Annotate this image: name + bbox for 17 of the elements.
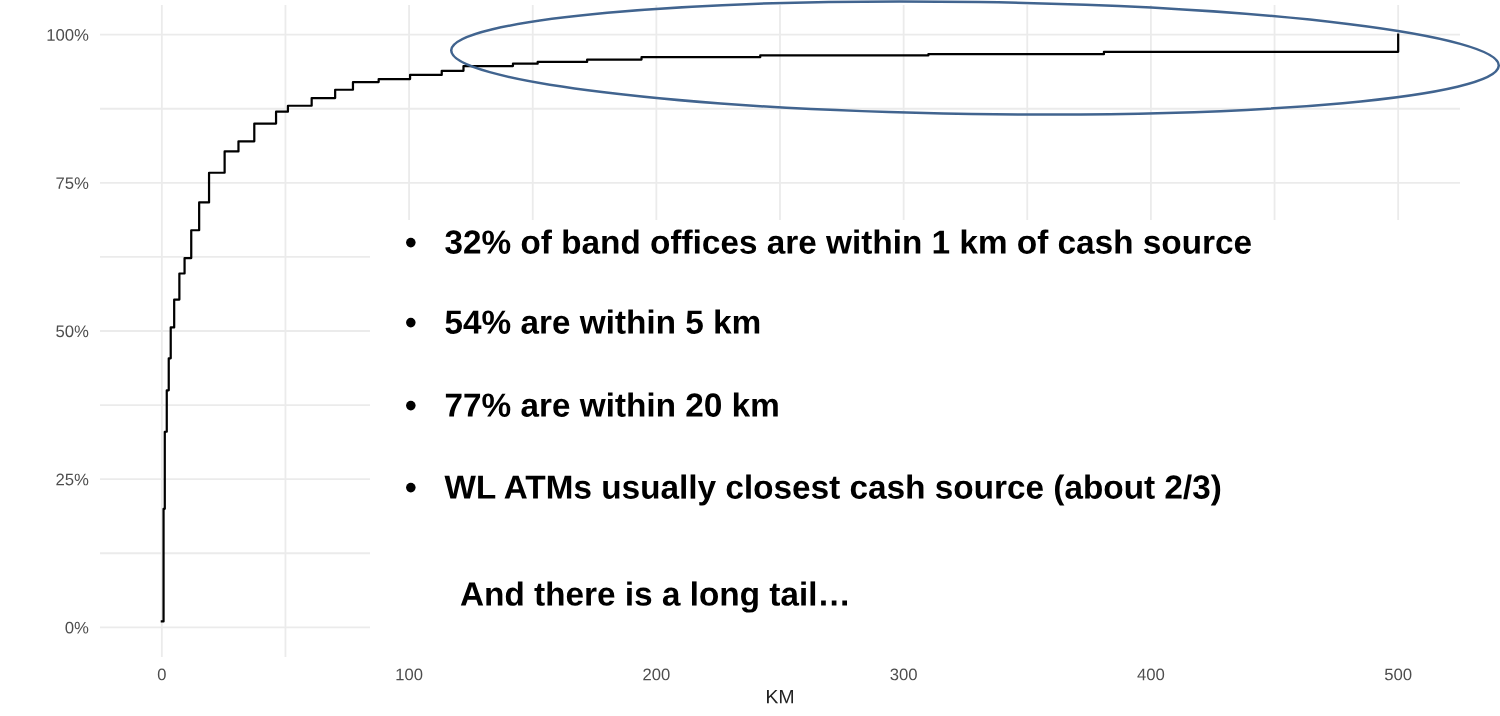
- x-axis-title: KM: [767, 689, 793, 704]
- annotation: And there is a long tail…: [460, 581, 848, 613]
- x-tick-label: 300: [890, 668, 917, 681]
- annotation: • 77% are within 20 km: [406, 392, 778, 417]
- x-tick-label: 100: [396, 668, 423, 681]
- y-tick-label: 75%: [56, 177, 89, 190]
- x-tick-label: 500: [1384, 668, 1412, 681]
- y-tick-label: 0%: [65, 621, 89, 634]
- x-tick-label: 0: [157, 668, 166, 681]
- x-tick-label: 400: [1137, 668, 1165, 681]
- y-tick-label: 25%: [56, 473, 89, 486]
- x-tick-label: 200: [643, 668, 670, 681]
- annotation: • WL ATMs usually closest cash source (about 2/3): [406, 474, 1221, 506]
- y-tick-label: 100%: [47, 29, 89, 41]
- annotation: • 32% of band offices are within 1 km of cash source: [406, 229, 1251, 254]
- y-tick-label: 50%: [56, 325, 89, 338]
- annotation: • 54% are within 5 km: [406, 309, 760, 334]
